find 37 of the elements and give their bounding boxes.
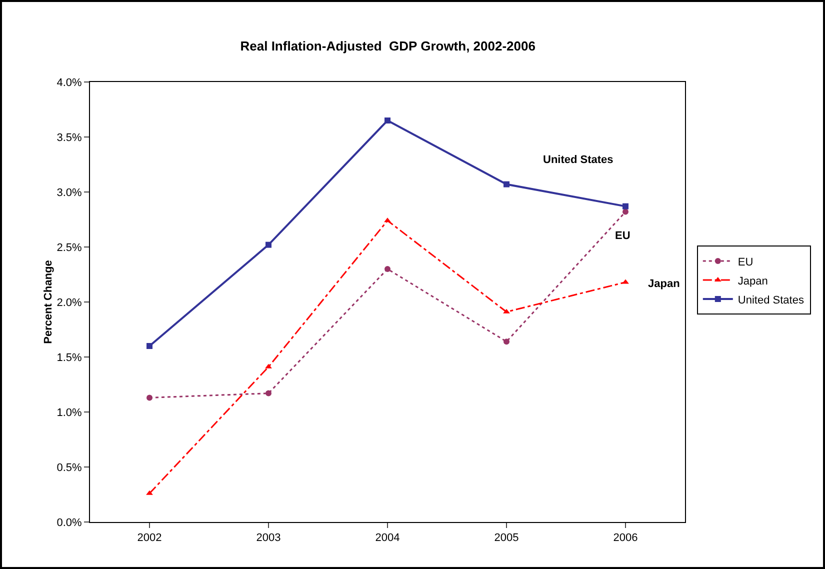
legend-label: EU (738, 256, 754, 268)
point (265, 364, 272, 368)
y-tick-label: 2.0% (56, 296, 82, 309)
y-tick-label: 1.0% (56, 406, 82, 419)
point (266, 390, 272, 396)
y-tick-label: 2.5% (56, 242, 82, 254)
x-tick-label: 2002 (137, 532, 162, 544)
point (504, 181, 510, 188)
y-tick-label: 1.5% (56, 352, 82, 364)
point (622, 203, 628, 210)
point (504, 338, 510, 345)
point (384, 266, 390, 272)
point (503, 308, 510, 314)
point (384, 118, 390, 124)
y-tick-label: 0.5% (56, 462, 82, 474)
annotation: EU (615, 230, 630, 242)
annotation: United States (543, 154, 614, 166)
legend-label: United States (738, 294, 804, 306)
x-tick-label: 2005 (494, 532, 519, 544)
x-tick-label: 2004 (375, 532, 400, 544)
y-axis-title: Percent Change (42, 260, 55, 344)
chart-title: Real Inflation-Adjusted GDP Growth, 2002-2006 (240, 38, 536, 54)
y-tick-label: 0.0% (56, 516, 82, 529)
point (266, 242, 272, 248)
point (146, 490, 153, 495)
point (146, 343, 152, 349)
y-tick-label: 3.0% (56, 186, 82, 199)
point (622, 208, 628, 215)
y-tick-label: 3.5% (56, 132, 82, 144)
annotation: Japan (648, 278, 680, 290)
point (146, 394, 152, 401)
point (384, 218, 391, 222)
y-tick-label: 4.0% (56, 76, 82, 89)
point (622, 279, 629, 284)
x-tick-label: 2006 (613, 532, 638, 544)
x-tick-label: 2003 (256, 532, 281, 544)
legend-label: Japan (738, 275, 768, 288)
